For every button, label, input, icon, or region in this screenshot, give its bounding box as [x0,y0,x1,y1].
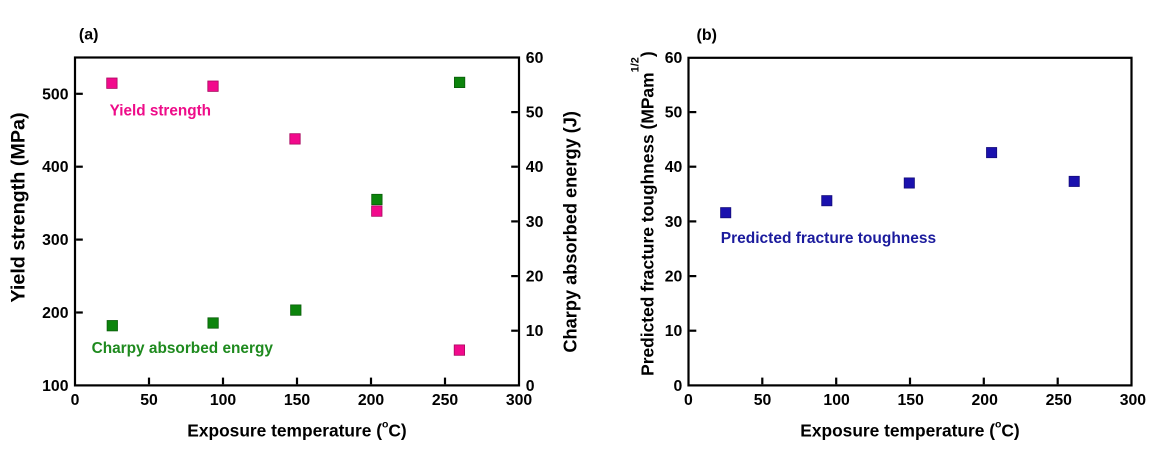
svg-text:10: 10 [526,323,544,340]
svg-text:0: 0 [526,378,535,395]
svg-text:50: 50 [140,392,158,409]
svg-text:30: 30 [526,214,544,231]
svg-text:200: 200 [42,305,69,322]
svg-text:Exposure temperature (oC): Exposure temperature (oC) [187,419,406,441]
svg-text:(b): (b) [697,27,717,44]
svg-text:100: 100 [42,378,69,395]
svg-text:20: 20 [526,269,544,286]
svg-text:(a): (a) [79,27,99,44]
svg-text:Charpy absorbed energy: Charpy absorbed energy [92,340,274,357]
svg-text:300: 300 [1120,392,1147,409]
svg-text:20: 20 [665,269,683,286]
svg-text:300: 300 [506,392,533,409]
svg-text:Yield strength (MPa): Yield strength (MPa) [7,112,29,302]
svg-text:60: 60 [665,50,683,67]
svg-text:40: 40 [665,159,683,176]
svg-text:250: 250 [1046,392,1073,409]
svg-text:100: 100 [823,392,850,409]
svg-text:100: 100 [210,392,237,409]
svg-text:300: 300 [42,232,69,249]
svg-text:0: 0 [684,392,693,409]
svg-text:200: 200 [358,392,385,409]
svg-text:Predicted fracture toughness: Predicted fracture toughness [721,230,936,247]
svg-text:30: 30 [665,214,683,231]
svg-text:150: 150 [898,392,925,409]
svg-text:150: 150 [284,392,311,409]
svg-text:60: 60 [526,50,544,67]
svg-text:50: 50 [665,105,683,122]
svg-text:0: 0 [674,378,683,395]
svg-text:500: 500 [42,86,69,103]
svg-text:400: 400 [42,159,69,176]
svg-text:Charpy absorbed energy (J): Charpy absorbed energy (J) [560,111,580,353]
svg-text:250: 250 [432,392,459,409]
svg-text:0: 0 [71,392,80,409]
svg-text:Yield strength: Yield strength [110,102,211,119]
svg-text:10: 10 [665,323,683,340]
svg-text:Exposure temperature (oC): Exposure temperature (oC) [800,419,1019,441]
svg-text:50: 50 [754,392,772,409]
svg-text:40: 40 [526,159,544,176]
svg-text:200: 200 [972,392,999,409]
svg-text:50: 50 [526,105,544,122]
